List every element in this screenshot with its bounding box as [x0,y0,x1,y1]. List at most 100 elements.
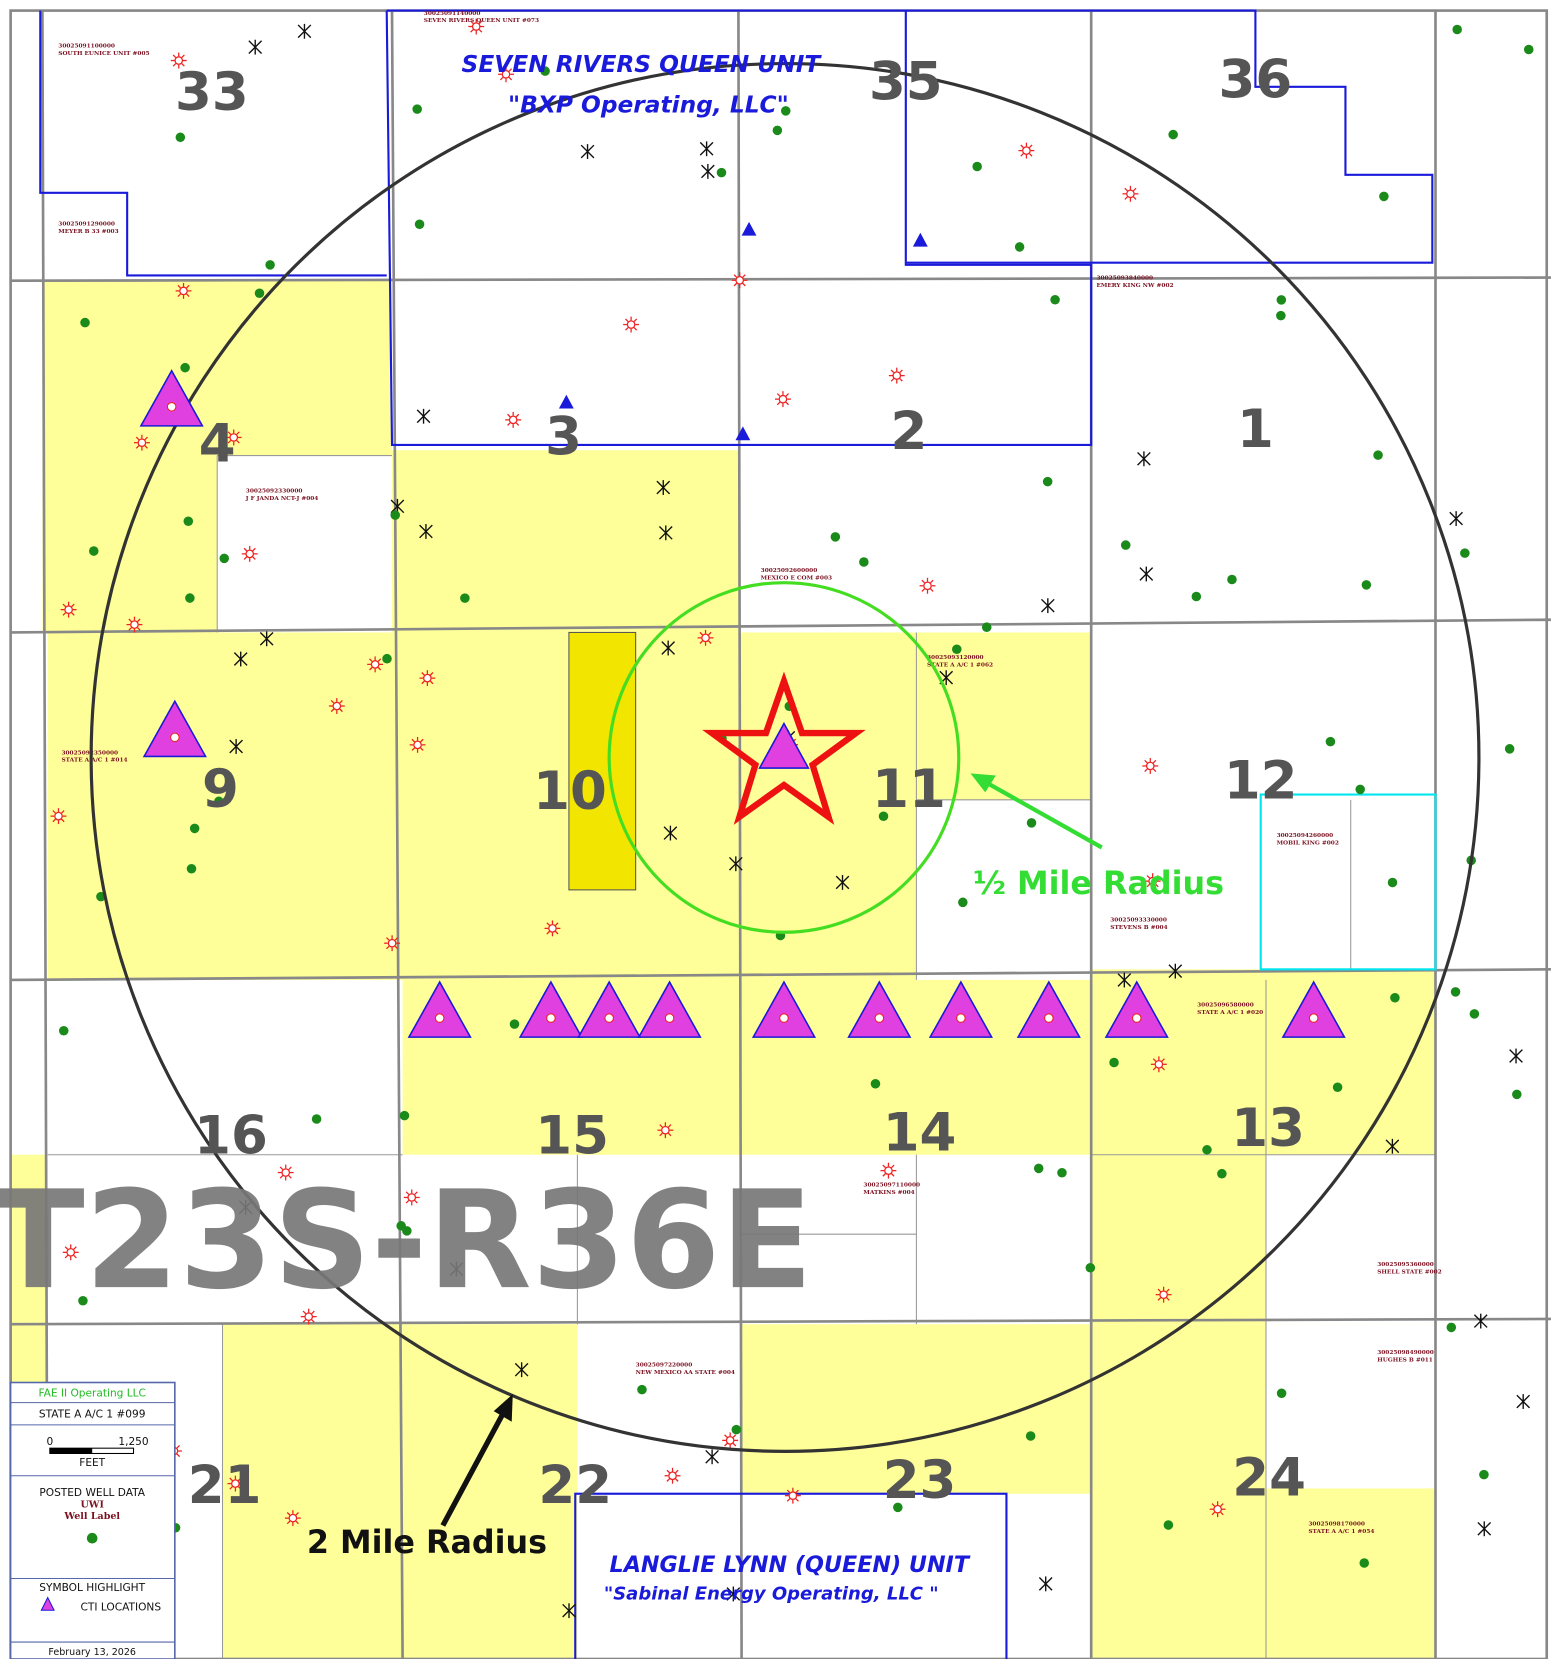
well-name: MEYER B 33 #003 [58,229,118,235]
oil-well [176,133,186,143]
gas-well [889,368,905,384]
oil-well [382,654,392,664]
gas-well [732,272,748,288]
section-number: 11 [872,759,946,820]
oil-well [1460,548,1470,558]
well-name: STATE A A/C 1 #062 [927,662,993,668]
cti-well [605,1014,613,1022]
oil-well [185,593,195,603]
oil-well [1470,1009,1480,1019]
oil-well [1277,1388,1287,1398]
cti-well [1045,1014,1053,1022]
gas-well [1210,1501,1226,1517]
section-number: 9 [202,759,239,820]
unit-name: SEVEN RIVERS QUEEN UNIT [462,51,823,78]
well-name: STEVENS B #004 [1110,925,1167,931]
oil-well [1217,1169,1227,1179]
well-uwi: 30025093120000 [927,655,984,661]
well-uwi: 30025091100000 [58,44,115,50]
well-name: MOBIL KING #002 [1277,840,1339,846]
well-name: EMERY KING NW #002 [1096,283,1173,289]
gas-well [127,617,143,633]
well-uwi: 30025097220000 [636,1363,693,1369]
well-uwi: 30025096580000 [1197,1002,1254,1008]
section-number: 35 [869,51,943,112]
oil-well [831,532,841,542]
oil-well [1026,1431,1036,1441]
radius-label: ½ Mile Radius [973,866,1224,902]
well-uwi: 30025092600000 [761,568,818,574]
section-number: 33 [175,62,249,123]
section-number: 13 [1231,1098,1305,1159]
cti-well [547,1014,555,1022]
gas-well [785,1488,801,1504]
gas-well [419,670,435,686]
gas-well-core [1023,147,1030,154]
cti-well [957,1014,965,1022]
gas-well-core [414,741,421,748]
gas-well-core [627,321,634,328]
section-number: 16 [194,1105,268,1166]
section-number: 22 [538,1455,612,1516]
oil-well [1086,1263,1096,1273]
well-uwi: 30025091140000 [424,11,481,17]
gas-well-core [924,582,931,589]
section-number: 3 [545,406,582,467]
oil-well [1362,580,1372,590]
oil-well [717,168,727,178]
cti-well [875,1014,883,1022]
oil-well [1227,575,1237,585]
well-name: STATE A A/C 1 #020 [1197,1010,1263,1016]
gas-well-core [1214,1506,1221,1513]
section-number: 24 [1232,1448,1306,1509]
gas-well-core [893,372,900,379]
oil-well [1276,311,1286,321]
gas-well [545,920,561,936]
gas-well-core [726,1437,733,1444]
township-label: T23S-R36E [0,1161,813,1319]
oil-well [390,510,400,520]
legend-title: SYMBOL HIGHLIGHT [39,1582,145,1594]
well-name: SOUTH EUNICE UNIT #005 [58,51,149,57]
well-name: SHELL STATE #002 [1377,1269,1442,1275]
legend-uwi: UWI [80,1500,104,1511]
scale-unit: FEET [79,1457,105,1469]
gas-well-core [289,1514,296,1521]
oil-well [1121,540,1131,550]
oil-well [187,864,197,874]
well-uwi: 30025094260000 [1277,833,1334,839]
gas-well [410,737,426,753]
section-number: 10 [533,761,607,822]
gas-well-core [371,661,378,668]
well-uwi: 30025095360000 [1377,1262,1434,1268]
oil-well [312,1114,322,1124]
oil-well [1359,1558,1369,1568]
oil-well [1379,192,1389,202]
oil-well [1034,1164,1044,1174]
section-number: 23 [883,1450,957,1511]
gas-well-core [702,634,709,641]
oil-well [1451,987,1461,997]
gas-well [665,1468,681,1484]
legend-cti: CTI LOCATIONS [81,1601,162,1613]
oil-well [1043,477,1053,487]
well-uwi: 30025093330000 [1110,918,1167,924]
section-number: 12 [1224,751,1298,812]
unit-name: LANGLIE LYNN (QUEEN) UNIT [610,1552,971,1578]
map: 30025091140000SEVEN RIVERS QUEEN UNIT #0… [0,0,1551,1659]
oil-well [871,1079,881,1089]
oil-well [510,1019,520,1029]
oil-well [1505,744,1515,754]
gas-well-core [1155,1061,1162,1068]
oil-well [1192,592,1202,602]
section-number: 1 [1237,399,1274,460]
cti-well [1309,1014,1317,1022]
gas-well [698,630,714,646]
gas-well [657,1122,673,1138]
oil-well [184,517,194,527]
gas-well [1018,143,1034,159]
well-uwi: 30025091290000 [58,222,115,228]
oil-well [1050,295,1060,305]
oil-well [255,288,265,298]
gas-well [505,412,521,428]
